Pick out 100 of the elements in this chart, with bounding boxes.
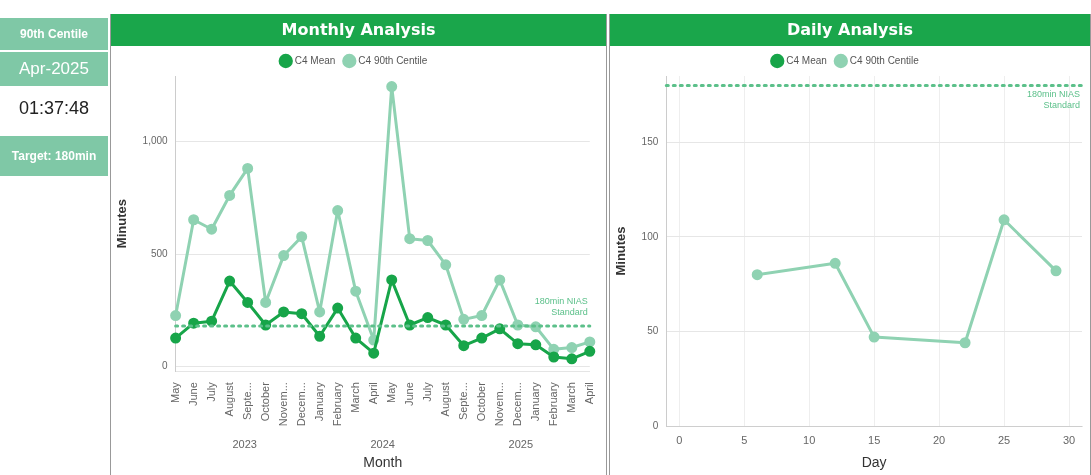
y-axis-title: Minutes <box>613 226 629 276</box>
y-tick-label: 500 <box>150 247 169 259</box>
point <box>278 250 290 262</box>
x-tick-label: February <box>330 381 343 427</box>
x-tick-label: October <box>258 381 271 422</box>
point <box>566 353 578 365</box>
x-tick-label: 20 <box>932 433 946 446</box>
legend-label: C4 Mean <box>786 54 827 66</box>
x-tick-label: August <box>438 382 451 417</box>
ref-line-label: 180min NIAS Standard <box>534 296 588 318</box>
x-tick-label: May <box>168 381 181 403</box>
x-tick-label: July <box>204 381 217 402</box>
point <box>206 315 218 327</box>
point <box>1050 265 1062 277</box>
text: Apr-2025 <box>0 52 108 86</box>
point <box>998 214 1010 226</box>
x-tick-label: January <box>312 381 325 422</box>
x-tick-label: February <box>546 381 559 427</box>
point <box>224 275 236 287</box>
legend-label: C4 90th Centile <box>849 54 920 66</box>
point <box>422 234 434 246</box>
point <box>206 223 218 235</box>
chart-title: Monthly Analysis <box>111 14 606 46</box>
point <box>751 269 763 281</box>
y-tick-label: 1,000 <box>142 135 169 147</box>
point <box>422 312 434 324</box>
text: 2024 <box>370 437 395 450</box>
y-tick-label: 150 <box>641 135 659 147</box>
x-tick-label: 25 <box>997 433 1011 446</box>
x-tick-label: Septe... <box>240 382 253 421</box>
point <box>386 274 398 286</box>
point <box>494 274 506 286</box>
point <box>584 345 596 357</box>
point <box>458 313 470 325</box>
text: 90th Centile <box>0 18 108 50</box>
x-tick-label: 15 <box>868 433 881 446</box>
point <box>584 336 596 348</box>
x-tick-label: April <box>582 382 595 405</box>
x-tick-label: 5 <box>741 433 748 446</box>
point <box>440 259 452 271</box>
x-tick-label: March <box>348 382 361 413</box>
point <box>350 285 362 297</box>
point <box>458 340 470 352</box>
text: 2023 <box>232 437 257 450</box>
chart-title: Daily Analysis <box>610 14 1090 46</box>
x-tick-label: August <box>222 382 235 417</box>
x-tick-label: Decem... <box>294 382 307 427</box>
point <box>476 310 488 322</box>
x-tick-label: Decem... <box>510 382 523 427</box>
y-tick-label: 50 <box>647 325 659 337</box>
x-tick-label: October <box>474 381 487 422</box>
point <box>278 306 290 318</box>
x-axis-title: Day <box>861 454 887 471</box>
point <box>170 332 182 344</box>
x-tick-label: June <box>402 382 415 407</box>
point <box>368 347 380 359</box>
x-tick-label: Septe... <box>456 382 469 421</box>
text: 2025 <box>508 437 534 450</box>
x-tick-label: Novem... <box>492 382 505 427</box>
point <box>260 296 272 308</box>
x-tick-label: June <box>186 382 199 407</box>
text: 01:37:48 <box>0 88 108 128</box>
point <box>332 302 344 314</box>
text: Target: 180min <box>0 136 108 176</box>
y-tick-label: 100 <box>641 230 659 242</box>
point <box>350 332 362 344</box>
legend-label: C4 90th Centile <box>358 54 428 66</box>
point <box>548 351 560 363</box>
point <box>512 338 524 350</box>
y-tick-label: 0 <box>162 360 169 372</box>
legend-label: C4 Mean <box>294 54 336 66</box>
point <box>476 332 488 344</box>
x-axis-title: Month <box>363 454 403 471</box>
y-axis-title: Minutes <box>114 199 130 249</box>
x-tick-label: 10 <box>803 433 816 446</box>
point <box>314 306 326 318</box>
point <box>566 342 578 354</box>
x-tick-label: May <box>384 381 397 403</box>
point <box>530 339 542 351</box>
point <box>829 257 841 269</box>
point <box>404 233 416 245</box>
x-tick-label: January <box>528 381 541 422</box>
point <box>314 330 326 342</box>
point <box>959 337 971 349</box>
point <box>296 231 308 243</box>
x-tick-label: March <box>564 382 577 413</box>
point <box>242 296 254 308</box>
point <box>188 214 200 226</box>
x-tick-label: Novem... <box>276 382 289 427</box>
point <box>170 310 182 322</box>
point <box>242 162 254 174</box>
x-tick-label: 0 <box>676 433 683 446</box>
point <box>332 205 344 217</box>
x-tick-label: April <box>366 382 379 405</box>
point <box>296 308 308 320</box>
point <box>386 81 398 93</box>
point <box>868 331 880 343</box>
point <box>224 189 236 201</box>
x-tick-label: 30 <box>1062 433 1076 446</box>
x-tick-label: July <box>420 381 433 402</box>
